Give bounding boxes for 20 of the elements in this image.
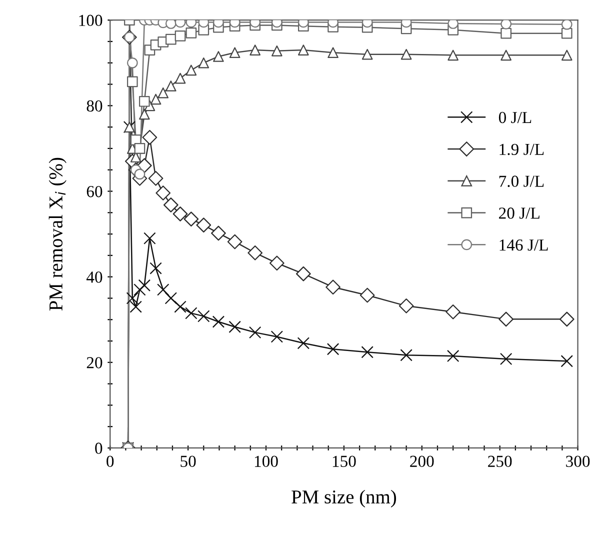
x-tick-label: 300 bbox=[566, 456, 590, 467]
y-tick-label: 60 bbox=[86, 186, 102, 198]
legend-label: 20 J/L bbox=[499, 208, 540, 219]
legend-label: 7.0 J/L bbox=[499, 176, 544, 187]
y-tick-label: 80 bbox=[86, 100, 102, 112]
y-axis-title: PM removal X$_{i}$ (%) bbox=[48, 158, 66, 311]
x-tick-label: 100 bbox=[254, 456, 278, 467]
legend-label: 146 J/L bbox=[500, 239, 548, 251]
y-tick-label: 100 bbox=[79, 14, 102, 26]
y-tick-label: 40 bbox=[86, 272, 102, 283]
x-tick-label: 150 bbox=[332, 456, 356, 467]
y-tick-label: 20 bbox=[86, 357, 102, 368]
x-tick-label: 200 bbox=[410, 456, 434, 467]
legend-label: 0 J/L bbox=[498, 112, 532, 124]
x-tick-label: 250 bbox=[488, 456, 512, 467]
x-axis-title: PM size (nm) bbox=[292, 490, 396, 508]
y-tick-label: 0 bbox=[95, 442, 102, 454]
x-tick-label: 50 bbox=[180, 456, 196, 467]
x-tick-label: 0 bbox=[106, 456, 114, 467]
legend-label: 1.9 J/L bbox=[500, 144, 544, 156]
